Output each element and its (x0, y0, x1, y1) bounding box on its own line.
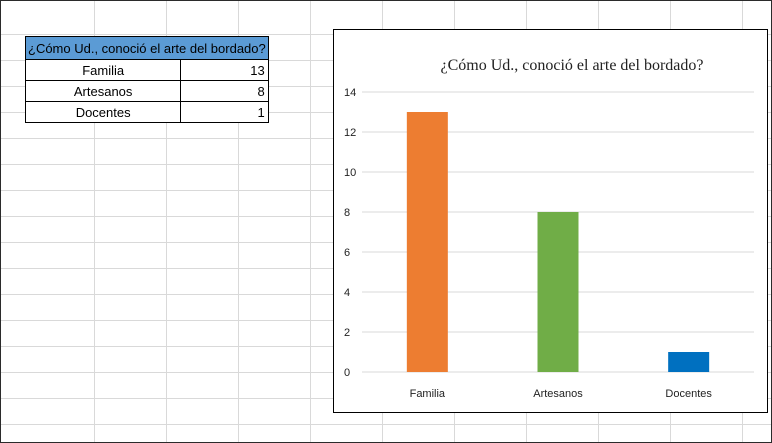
table-cell-category[interactable]: Artesanos (24, 80, 182, 102)
table-cell-value[interactable]: 8 (180, 80, 269, 102)
table-row: Familia 13 (24, 59, 269, 81)
y-tick-label: 10 (344, 167, 356, 179)
y-tick-label: 4 (344, 287, 350, 299)
x-tick-label: Artesanos (533, 388, 583, 400)
bar-chart: ¿Cómo Ud., conoció el arte del bordado? … (344, 57, 754, 400)
chart-title: ¿Cómo Ud., conoció el arte del bordado? (440, 57, 703, 74)
table-header-row: ¿Cómo Ud., conoció el arte del bordado? (25, 36, 269, 60)
table-row: Docentes 1 (24, 101, 269, 123)
x-tick-label: Familia (410, 388, 446, 400)
y-tick-label: 8 (344, 207, 350, 219)
y-tick-label: 0 (344, 367, 350, 379)
table-header-cell[interactable]: ¿Cómo Ud., conoció el arte del bordado? (25, 36, 269, 60)
bar-artesanos[interactable] (537, 212, 579, 372)
y-tick-label: 12 (344, 127, 356, 139)
table-cell-value[interactable]: 1 (180, 101, 269, 123)
chart-area[interactable]: ¿Cómo Ud., conoció el arte del bordado? … (333, 29, 768, 413)
y-tick-label: 2 (344, 327, 350, 339)
table-cell-category[interactable]: Docentes (24, 101, 182, 123)
x-tick-label: Docentes (665, 388, 712, 400)
table-cell-value[interactable]: 13 (180, 59, 269, 81)
data-table: ¿Cómo Ud., conoció el arte del bordado? … (24, 36, 269, 123)
bar-familia[interactable] (406, 112, 448, 372)
table-cell-category[interactable]: Familia (24, 59, 182, 81)
plot-area: 0 2 4 6 8 10 12 14 Familia Artesanos Docentes (344, 87, 754, 400)
y-tick-label: 14 (344, 87, 356, 99)
table-row: Artesanos 8 (24, 80, 269, 102)
y-tick-label: 6 (344, 247, 350, 259)
bar-docentes[interactable] (668, 352, 710, 372)
